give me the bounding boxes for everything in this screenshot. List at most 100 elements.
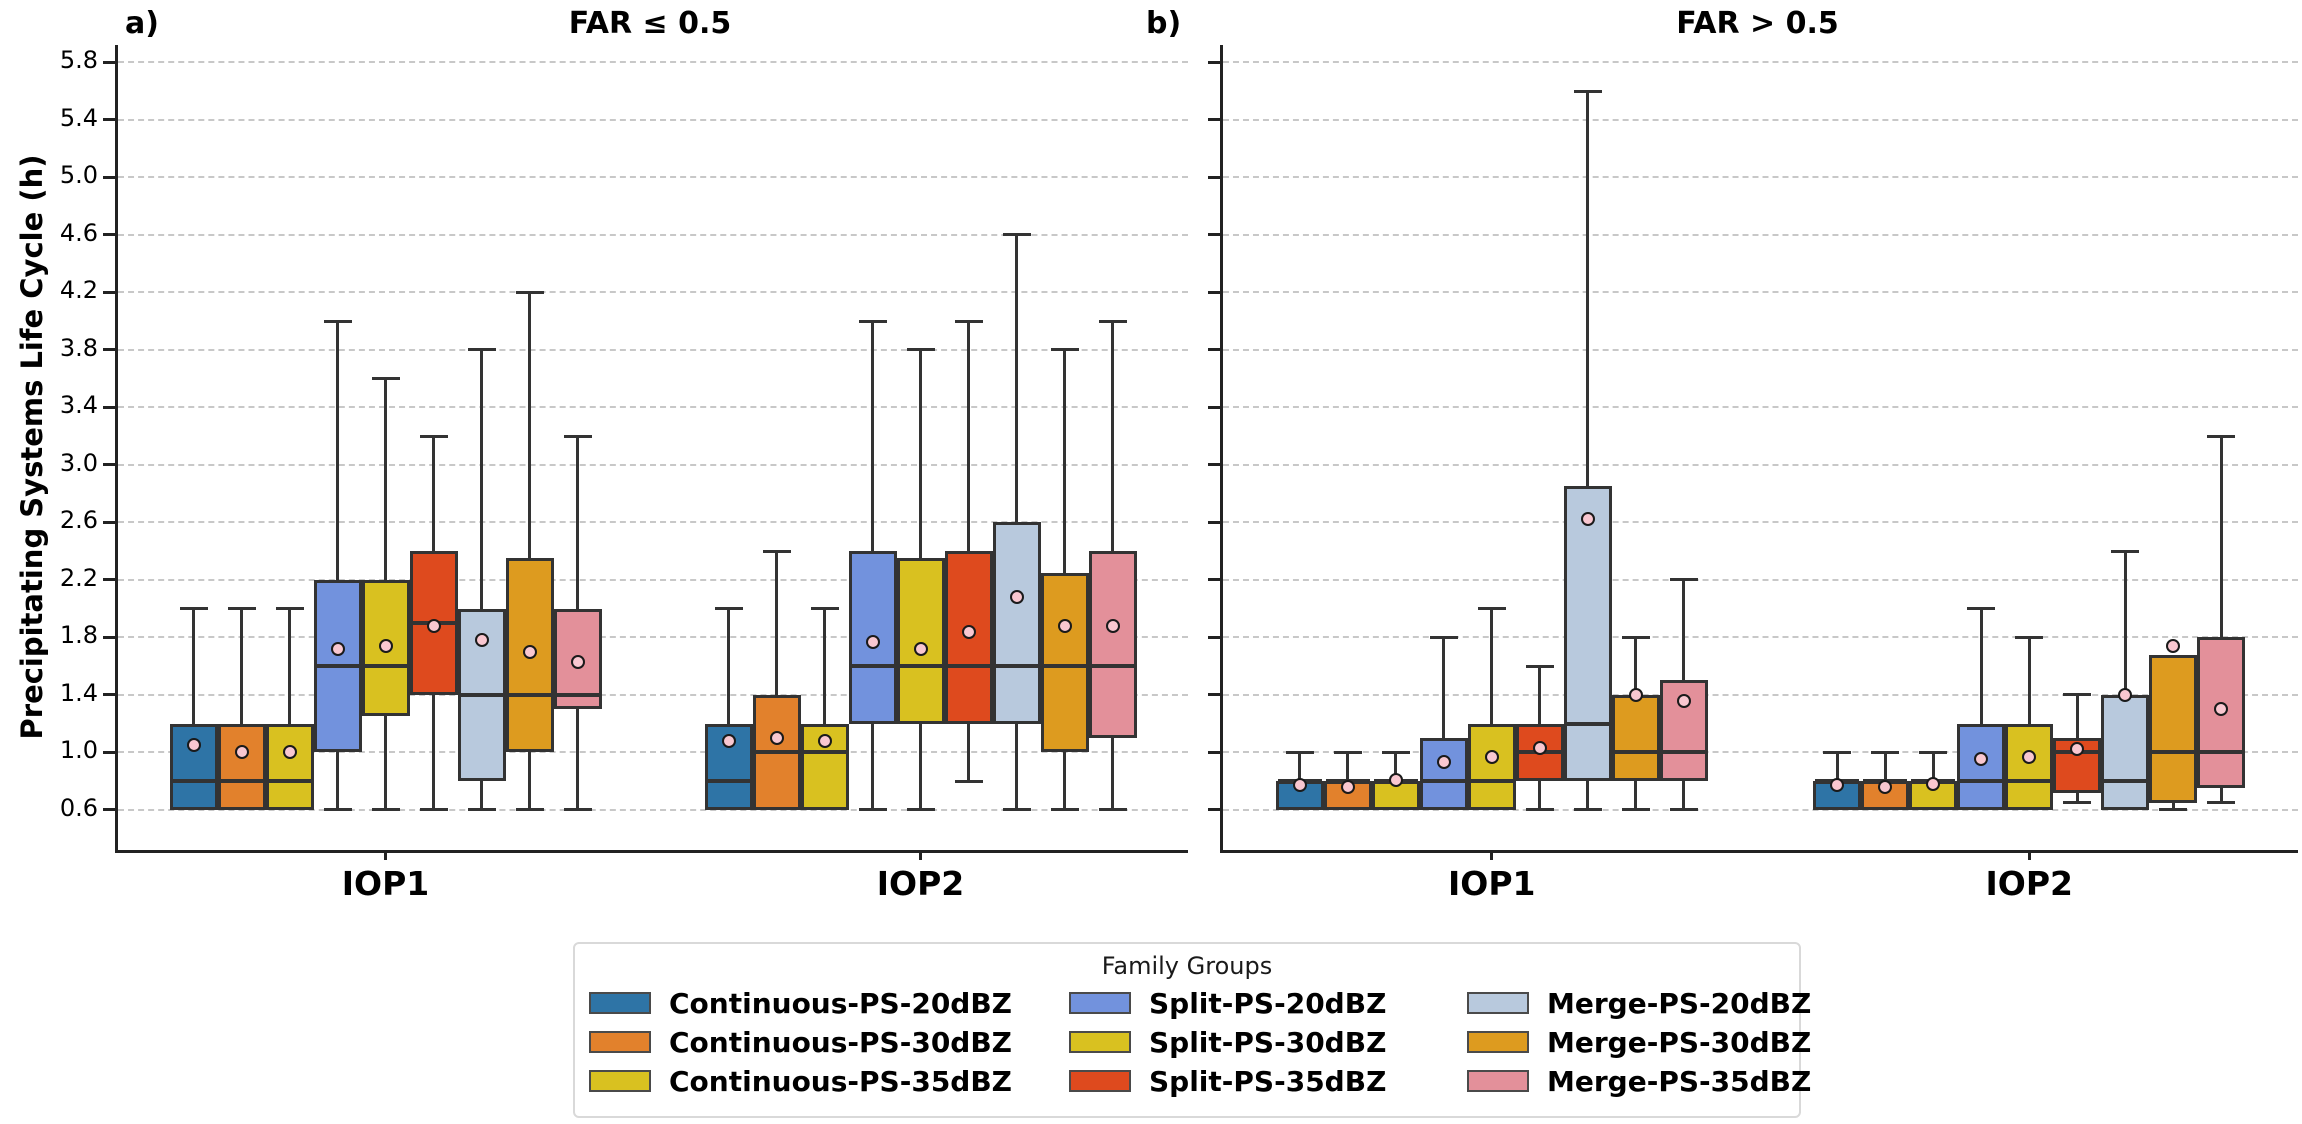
median-line [363,664,408,668]
y-tick-mark [103,808,116,812]
y-tick-label: 3.0 [59,448,98,477]
gridline [118,348,1188,351]
gridline [118,406,1188,409]
lower-whisker [1111,737,1114,810]
upper-whisker-cap [762,549,791,553]
legend-swatch [1069,1031,1131,1053]
legend-label: Merge-PS-30dBZ [1547,1025,1812,1059]
mean-marker [2118,687,2133,702]
y-tick-mark [103,635,116,639]
legend-label: Continuous-PS-35dBZ [669,1064,1012,1098]
median-line [459,692,504,697]
median-line [2007,779,2052,783]
gridline [118,808,1188,811]
legend-swatch [1069,1070,1131,1092]
box-Continuous-PS-35dBZ [800,723,849,810]
y-tick-mark [1208,290,1221,294]
mean-marker [913,641,928,656]
upper-whisker [2075,694,2079,738]
upper-whisker-cap [1871,750,1900,754]
upper-whisker [1015,234,1018,523]
box-Continuous-PS-30dBZ [217,723,266,810]
upper-whisker-cap [906,348,935,352]
legend-label: Split-PS-30dBZ [1149,1025,1387,1059]
lower-whisker [919,723,922,810]
y-tick-mark [103,463,116,467]
lower-whisker [1586,781,1590,810]
mean-marker [1926,776,1941,791]
upper-whisker-cap [1477,607,1506,610]
mean-marker [1974,752,1989,767]
lower-whisker-cap [1050,808,1079,812]
legend-label: Continuous-PS-30dBZ [669,1025,1012,1059]
box-Merge-PS-35dBZ [1088,551,1137,738]
upper-whisker [384,378,387,580]
y-tick-label: 1.0 [59,736,98,765]
lower-whisker [480,781,483,810]
upper-whisker [2123,551,2127,695]
gridline [1223,406,2298,409]
upper-whisker [1490,608,1494,724]
mean-marker [474,633,489,648]
legend-item: Merge-PS-30dBZ [1467,1026,1811,1059]
gridline [118,636,1188,639]
y-tick-mark [103,405,116,409]
upper-whisker [2027,637,2031,724]
gridline [1223,176,2298,179]
gridline [1223,808,2298,811]
legend-title: Family Groups [1101,952,1273,980]
box-Merge-PS-35dBZ [1659,680,1708,781]
y-tick-label: 2.2 [59,563,98,592]
legend-swatch [589,1031,651,1053]
median-line [946,664,991,668]
mean-marker [1009,590,1024,604]
upper-whisker-cap [1919,750,1948,754]
gridline [118,233,1188,236]
legend-column: Continuous-PS-20dBZ Continuous-PS-30dBZ Co… [589,986,1069,1098]
panel-a-plot-area: 0.6 1.0 1.4 1.8 2.2 2.6 3.0 3.4 3.8 4.2 4.6 5.0 5.4 5… [60,45,1188,903]
upper-whisker-cap [1525,664,1554,668]
lower-whisker-cap [323,808,352,812]
median-line [171,779,216,783]
mean-marker [1292,778,1307,793]
y-tick-mark [1208,578,1221,582]
mean-marker [2022,749,2037,764]
x-tick-label: IOP1 [1448,864,1536,903]
median-line [850,664,895,668]
median-line [2199,750,2244,755]
upper-whisker-cap [810,607,839,610]
mean-marker [1676,693,1691,708]
lower-whisker-cap [467,808,496,812]
legend-label: Continuous-PS-20dBZ [669,986,1012,1020]
mean-marker [186,738,201,753]
upper-whisker [1979,608,1983,724]
upper-whisker-cap [419,434,448,438]
upper-whisker-cap [275,607,304,610]
lower-whisker [528,752,531,810]
y-tick-label: 5.8 [59,46,98,75]
mean-marker [1105,618,1120,633]
upper-whisker-cap [2063,693,2092,697]
median-line [802,750,847,755]
upper-whisker-cap [2015,635,2044,639]
y-tick-label: 2.6 [59,506,98,535]
box-Split-PS-30dBZ [1467,723,1516,810]
upper-whisker-cap [1669,578,1698,582]
box-Merge-PS-30dBZ [1611,694,1660,781]
lower-whisker [967,723,970,781]
upper-whisker-cap [371,377,400,380]
upper-whisker-cap [467,348,496,352]
upper-whisker-cap [323,319,352,323]
upper-whisker-cap [1573,89,1602,93]
y-tick-label: 1.8 [59,621,98,650]
y-tick-mark [1208,635,1221,639]
upper-whisker-cap [1002,233,1031,237]
y-tick-mark [1208,60,1221,64]
gridline [118,693,1188,696]
upper-whisker [1442,637,1446,738]
lower-whisker [871,723,874,810]
mean-marker [2166,638,2181,653]
gridline [1223,521,2298,524]
y-tick-label: 4.2 [59,276,98,305]
upper-whisker [1538,666,1542,724]
